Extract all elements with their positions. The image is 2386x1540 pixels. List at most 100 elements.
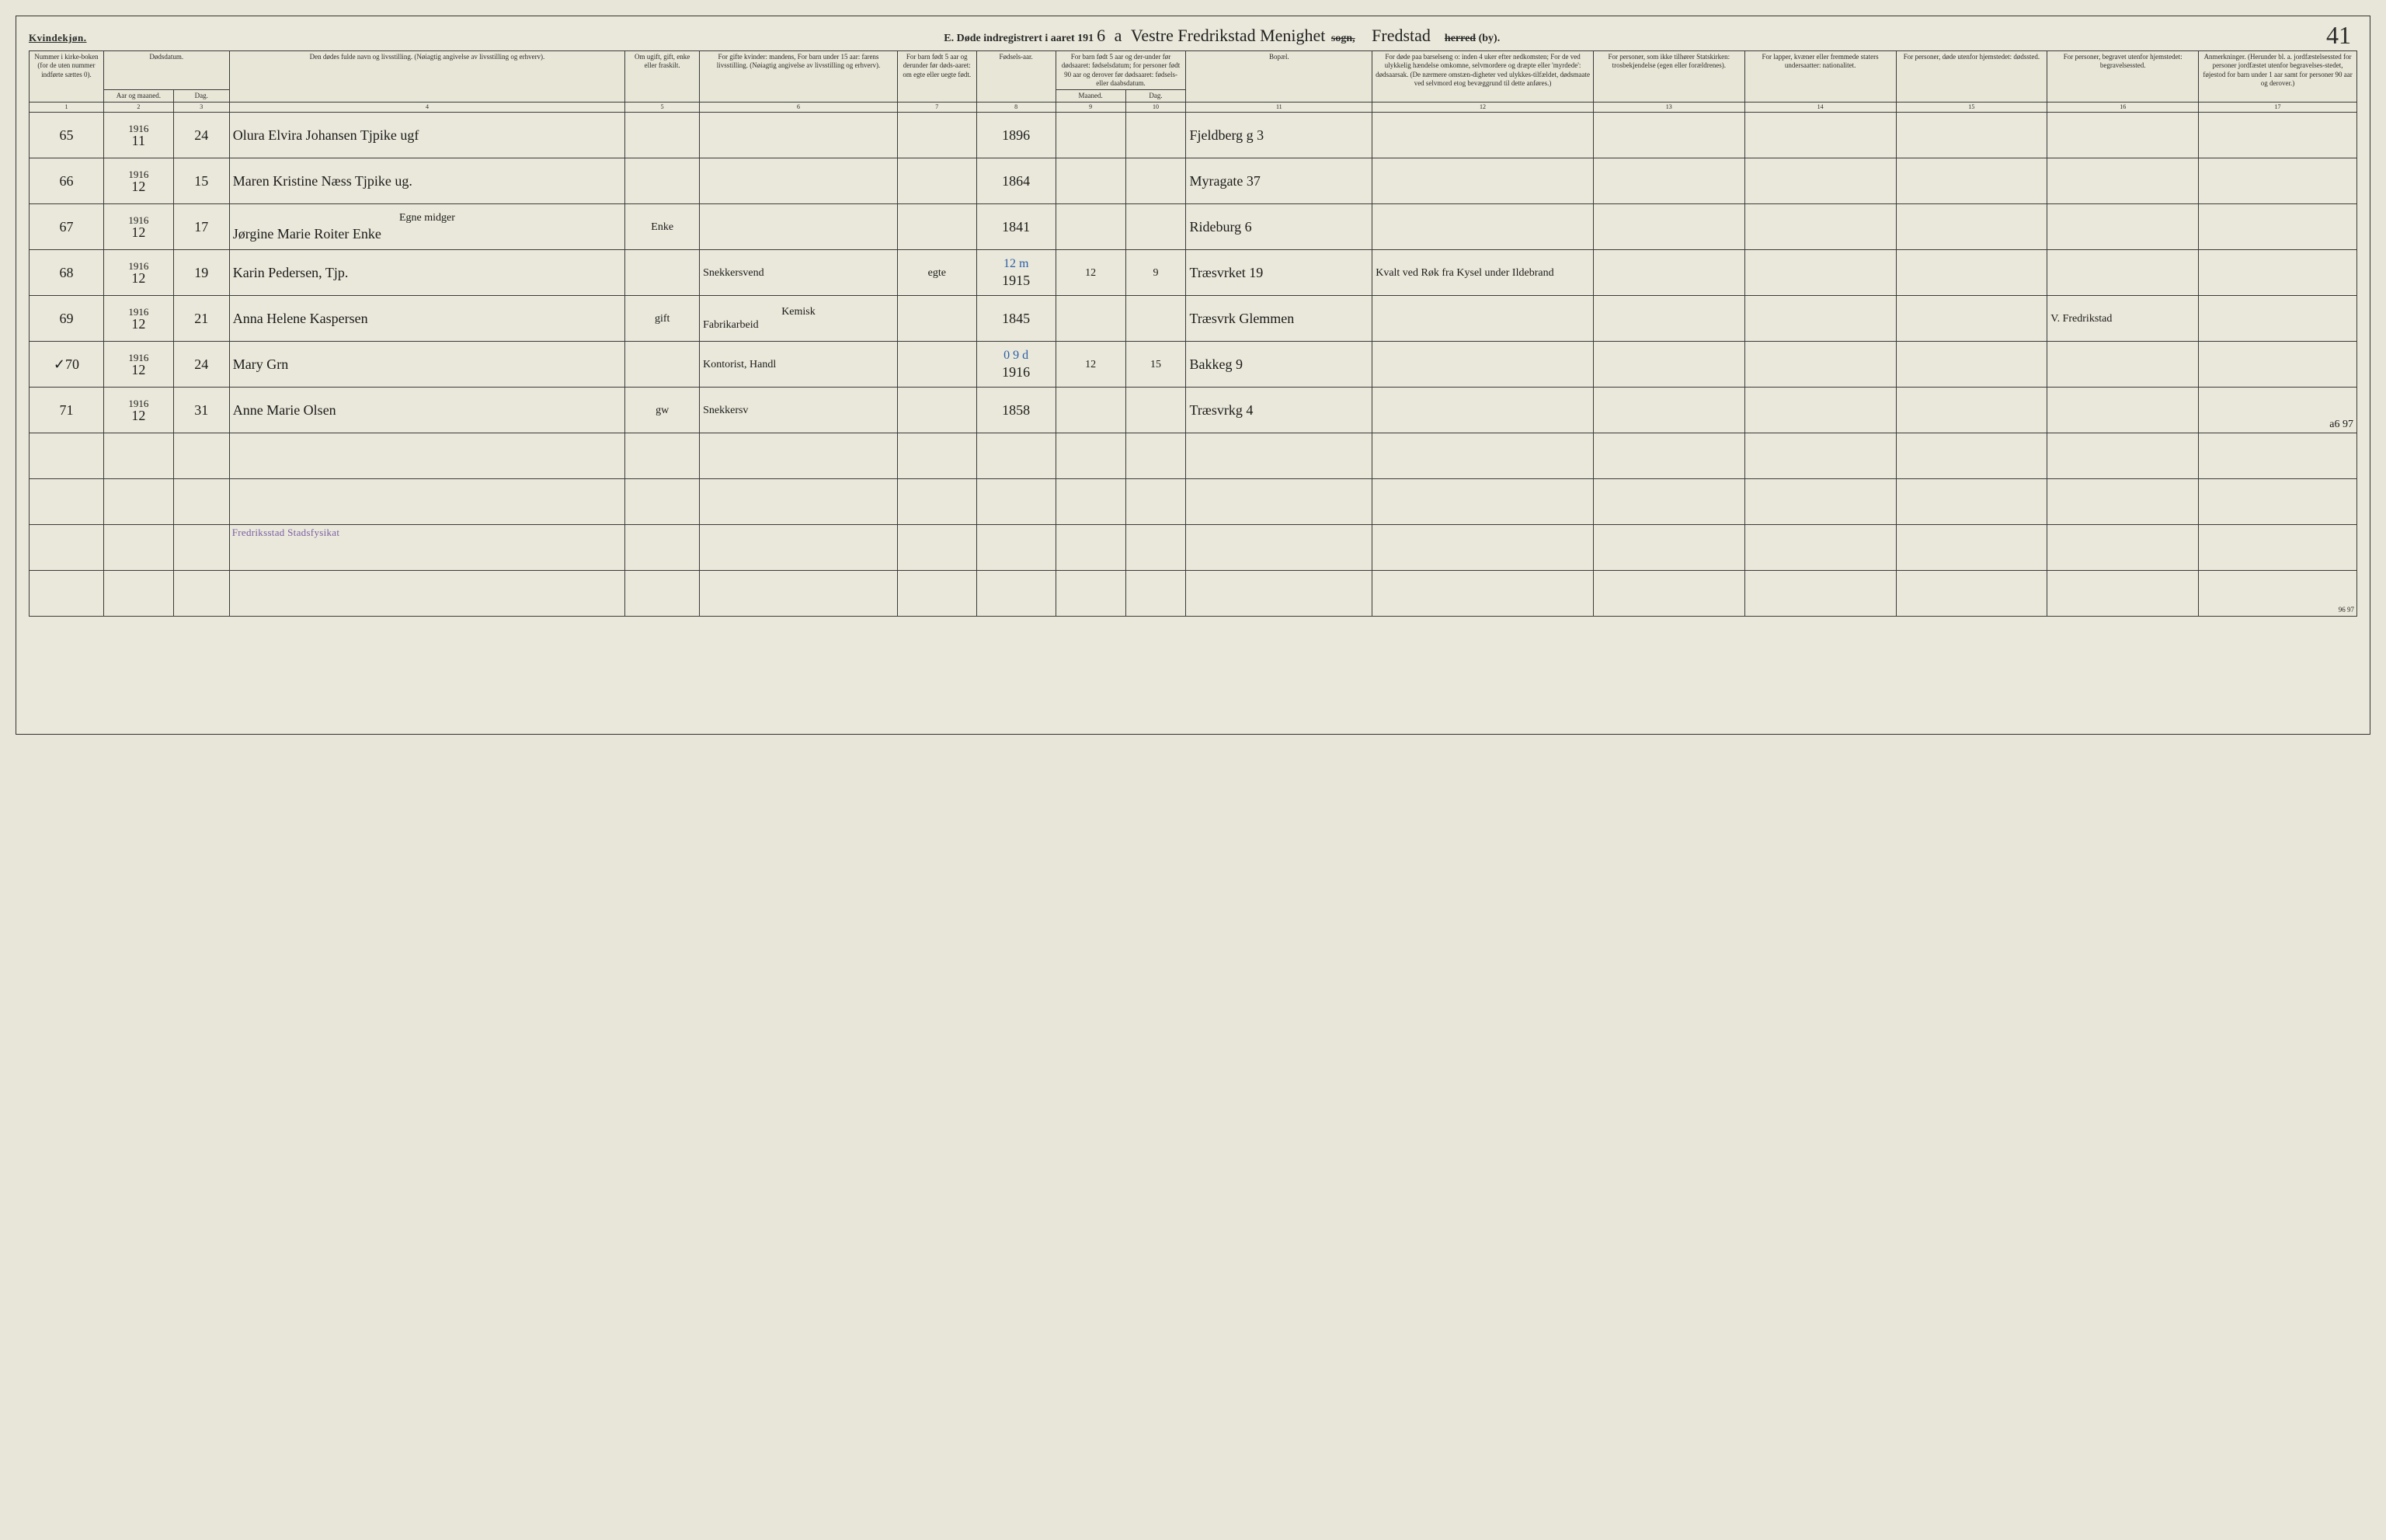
cell-burial: [2047, 113, 2199, 158]
cell-year-month: 191612: [103, 204, 173, 250]
cell-num: 67: [30, 204, 104, 250]
cell-birth-year: 1858: [976, 388, 1056, 433]
cell-deathplace: [1896, 342, 2047, 388]
bottom-note: 96 97: [2199, 571, 2357, 617]
cell-name: Anna Helene Kaspersen: [229, 296, 625, 342]
cell-legit: [897, 158, 976, 204]
cell-notes: [2199, 296, 2357, 342]
col-6-header: For gifte kvinder: mandens, For barn und…: [700, 51, 898, 103]
colnum-10: 10: [1125, 103, 1186, 113]
col-15-header: For personer, døde utenfor hjemstedet: d…: [1896, 51, 2047, 103]
cell-spouse: Snekkersv: [700, 388, 898, 433]
cell-status: [625, 113, 700, 158]
cell-notes: [2199, 113, 2357, 158]
cell-birth-month: [1056, 296, 1125, 342]
cell-legit: egte: [897, 250, 976, 296]
col-2b-header: Dag.: [173, 90, 229, 103]
cell-faith: [1593, 113, 1744, 158]
header-row: Kvindekjøn. E. Døde indregistrert i aare…: [29, 26, 2357, 46]
cell-status: [625, 342, 700, 388]
cell-birth-month: [1056, 388, 1125, 433]
colnum-9: 9: [1056, 103, 1125, 113]
cell-cause: [1372, 342, 1594, 388]
colnum-14: 14: [1744, 103, 1896, 113]
cell-notes: [2199, 342, 2357, 388]
gender-label: Kvindekjøn.: [29, 32, 87, 44]
colnum-12: 12: [1372, 103, 1594, 113]
table-row-empty: [30, 433, 2357, 479]
cell-faith: [1593, 158, 1744, 204]
table-row: ✓7019161224Mary GrnKontorist, Handl0 9 d…: [30, 342, 2357, 388]
cell-nationality: [1744, 296, 1896, 342]
cell-burial: [2047, 342, 2199, 388]
cell-faith: [1593, 204, 1744, 250]
cell-day: 19: [173, 250, 229, 296]
cell-name: Olura Elvira Johansen Tjpike ugf: [229, 113, 625, 158]
colnum-17: 17: [2199, 103, 2357, 113]
cell-birth-year: 1841: [976, 204, 1056, 250]
table-row-empty: [30, 479, 2357, 525]
cell-cause: [1372, 296, 1594, 342]
col-1-header: Nummer i kirke-boken (for de uten nummer…: [30, 51, 104, 103]
page-number: 41: [2326, 21, 2351, 50]
cell-num: ✓70: [30, 342, 104, 388]
col-9-group-header: For barn født 5 aar og der-under før død…: [1056, 51, 1186, 90]
cell-year-month: 191612: [103, 388, 173, 433]
cell-deathplace: [1896, 158, 2047, 204]
col-2a-header: Aar og maaned.: [103, 90, 173, 103]
cell-residence: Rideburg 6: [1186, 204, 1372, 250]
register-page: 41 Kvindekjøn. E. Døde indregistrert i a…: [16, 16, 2370, 735]
stamp-cell: Fredriksstad Stadsfysikat: [229, 525, 625, 571]
cell-year-month: 191612: [103, 158, 173, 204]
cell-birth-day: [1125, 388, 1186, 433]
table-row-empty: 96 97: [30, 571, 2357, 617]
title-prefix: E. Døde indregistrert i aaret 191: [944, 33, 1094, 44]
cell-birth-day: 15: [1125, 342, 1186, 388]
col-4-header: Den dødes fulde navn og livsstilling. (N…: [229, 51, 625, 103]
parish-hand: Vestre Fredrikstad Menighet: [1128, 26, 1329, 45]
cell-name: Maren Kristine Næss Tjpike ug.: [229, 158, 625, 204]
cell-birth-day: [1125, 204, 1186, 250]
col-9b-header: Dag.: [1125, 90, 1186, 103]
cell-day: 21: [173, 296, 229, 342]
col-8-header: Fødsels-aar.: [976, 51, 1056, 103]
cell-spouse: Snekkersvend: [700, 250, 898, 296]
cell-year-month: 191612: [103, 342, 173, 388]
colnum-15: 15: [1896, 103, 2047, 113]
cell-legit: [897, 388, 976, 433]
cell-spouse: Kontorist, Handl: [700, 342, 898, 388]
cell-residence: Træsvrk Glemmen: [1186, 296, 1372, 342]
cell-legit: [897, 204, 976, 250]
cell-faith: [1593, 388, 1744, 433]
col-14-header: For lapper, kvæner eller fremmede stater…: [1744, 51, 1896, 103]
cell-day: 15: [173, 158, 229, 204]
cell-residence: Træsvrkg 4: [1186, 388, 1372, 433]
cell-name: Karin Pedersen, Tjp.: [229, 250, 625, 296]
table-row: 7119161231Anne Marie OlsengwSnekkersv185…: [30, 388, 2357, 433]
table-head: Nummer i kirke-boken (for de uten nummer…: [30, 51, 2357, 113]
sogn-label: sogn,: [1331, 33, 1355, 44]
cell-spouse: [700, 158, 898, 204]
colnum-13: 13: [1593, 103, 1744, 113]
by-label: (by).: [1479, 33, 1501, 44]
table-row: 6519161124Olura Elvira Johansen Tjpike u…: [30, 113, 2357, 158]
colnum-4: 4: [229, 103, 625, 113]
cell-residence: Myragate 37: [1186, 158, 1372, 204]
col-7-header: For barn født 5 aar og derunder før døds…: [897, 51, 976, 103]
cell-deathplace: [1896, 113, 2047, 158]
cell-cause: [1372, 388, 1594, 433]
cell-cause: Kvalt ved Røk fra Kysel under Ildebrand: [1372, 250, 1594, 296]
cell-birth-day: [1125, 158, 1186, 204]
cell-birth-month: 12: [1056, 250, 1125, 296]
colnum-1: 1: [30, 103, 104, 113]
cell-day: 24: [173, 342, 229, 388]
cell-day: 17: [173, 204, 229, 250]
colnum-3: 3: [173, 103, 229, 113]
col-12-header: For døde paa barselseng o: inden 4 uker …: [1372, 51, 1594, 103]
stamp-row: Fredriksstad Stadsfysikat: [30, 525, 2357, 571]
cell-birth-day: [1125, 296, 1186, 342]
cell-name: Egne midgerJørgine Marie Roiter Enke: [229, 204, 625, 250]
colnum-8: 8: [976, 103, 1056, 113]
cell-residence: Bakkeg 9: [1186, 342, 1372, 388]
cell-birth-year: 0 9 d1916: [976, 342, 1056, 388]
